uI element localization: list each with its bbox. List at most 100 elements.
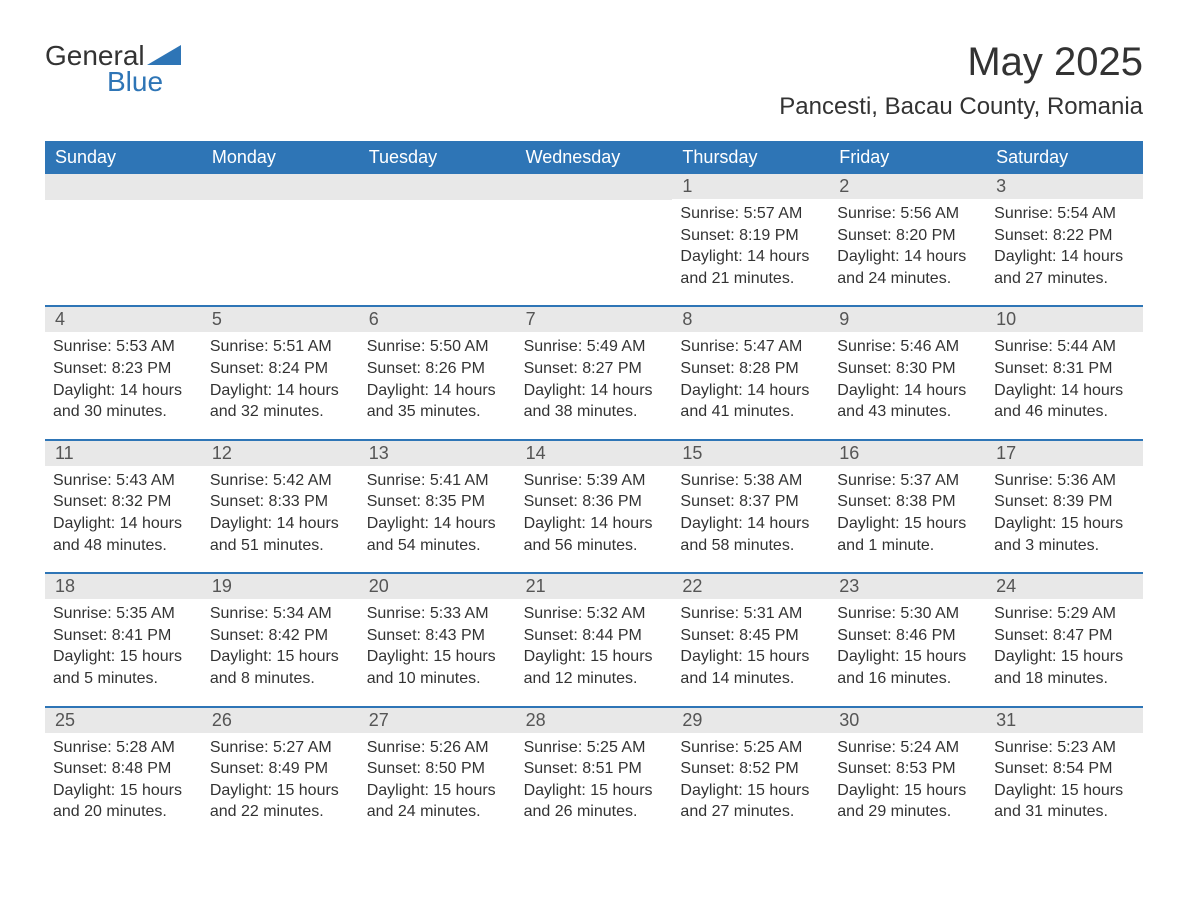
day-info-dl1: Daylight: 14 hours — [837, 380, 978, 402]
day-info-dl1: Daylight: 15 hours — [994, 513, 1135, 535]
day-cell: 2Sunrise: 5:56 AMSunset: 8:20 PMDaylight… — [829, 174, 986, 305]
day-info-dl1: Daylight: 15 hours — [53, 646, 194, 668]
day-info-sunrise: Sunrise: 5:53 AM — [53, 336, 194, 358]
day-info-sunrise: Sunrise: 5:39 AM — [524, 470, 665, 492]
day-cell: 6Sunrise: 5:50 AMSunset: 8:26 PMDaylight… — [359, 307, 516, 438]
title-block: May 2025 Pancesti, Bacau County, Romania — [779, 40, 1143, 121]
day-info-dl1: Daylight: 14 hours — [994, 246, 1135, 268]
day-info-sunset: Sunset: 8:37 PM — [680, 491, 821, 513]
weeks-container: 1Sunrise: 5:57 AMSunset: 8:19 PMDaylight… — [45, 174, 1143, 839]
day-number: 1 — [672, 174, 829, 199]
day-number: 3 — [986, 174, 1143, 199]
day-cell: 29Sunrise: 5:25 AMSunset: 8:52 PMDayligh… — [672, 708, 829, 839]
day-info-dl2: and 51 minutes. — [210, 535, 351, 557]
empty-day-bar — [45, 174, 202, 200]
day-number: 9 — [829, 307, 986, 332]
day-info-sunset: Sunset: 8:43 PM — [367, 625, 508, 647]
day-info-sunrise: Sunrise: 5:47 AM — [680, 336, 821, 358]
day-info-dl2: and 58 minutes. — [680, 535, 821, 557]
day-info-sunset: Sunset: 8:24 PM — [210, 358, 351, 380]
day-info-sunset: Sunset: 8:44 PM — [524, 625, 665, 647]
weekday-header-cell: Thursday — [672, 141, 829, 174]
day-cell: 28Sunrise: 5:25 AMSunset: 8:51 PMDayligh… — [516, 708, 673, 839]
day-info-dl1: Daylight: 15 hours — [994, 646, 1135, 668]
weekday-header-cell: Friday — [829, 141, 986, 174]
location-subtitle: Pancesti, Bacau County, Romania — [779, 93, 1143, 121]
day-info-dl2: and 31 minutes. — [994, 801, 1135, 823]
day-info-dl1: Daylight: 14 hours — [367, 380, 508, 402]
day-info-dl1: Daylight: 15 hours — [524, 646, 665, 668]
day-cell — [516, 174, 673, 305]
empty-day-bar — [202, 174, 359, 200]
day-info-sunrise: Sunrise: 5:29 AM — [994, 603, 1135, 625]
day-number: 4 — [45, 307, 202, 332]
day-cell: 14Sunrise: 5:39 AMSunset: 8:36 PMDayligh… — [516, 441, 673, 572]
day-info-dl2: and 3 minutes. — [994, 535, 1135, 557]
day-info-dl1: Daylight: 15 hours — [210, 780, 351, 802]
day-info-dl1: Daylight: 14 hours — [367, 513, 508, 535]
day-info-dl2: and 48 minutes. — [53, 535, 194, 557]
day-cell: 13Sunrise: 5:41 AMSunset: 8:35 PMDayligh… — [359, 441, 516, 572]
day-info-dl1: Daylight: 15 hours — [837, 513, 978, 535]
day-number: 27 — [359, 708, 516, 733]
day-info-sunrise: Sunrise: 5:37 AM — [837, 470, 978, 492]
day-info-sunset: Sunset: 8:22 PM — [994, 225, 1135, 247]
day-info-sunrise: Sunrise: 5:38 AM — [680, 470, 821, 492]
day-info-sunset: Sunset: 8:19 PM — [680, 225, 821, 247]
day-info-dl2: and 43 minutes. — [837, 401, 978, 423]
day-cell: 10Sunrise: 5:44 AMSunset: 8:31 PMDayligh… — [986, 307, 1143, 438]
day-info-dl1: Daylight: 15 hours — [837, 646, 978, 668]
day-number: 15 — [672, 441, 829, 466]
day-info-dl2: and 27 minutes. — [994, 268, 1135, 290]
day-info-dl2: and 30 minutes. — [53, 401, 194, 423]
day-info-sunset: Sunset: 8:54 PM — [994, 758, 1135, 780]
day-info-dl2: and 1 minute. — [837, 535, 978, 557]
day-number: 10 — [986, 307, 1143, 332]
day-cell: 27Sunrise: 5:26 AMSunset: 8:50 PMDayligh… — [359, 708, 516, 839]
day-info-sunrise: Sunrise: 5:26 AM — [367, 737, 508, 759]
day-cell: 20Sunrise: 5:33 AMSunset: 8:43 PMDayligh… — [359, 574, 516, 705]
day-cell: 1Sunrise: 5:57 AMSunset: 8:19 PMDaylight… — [672, 174, 829, 305]
day-cell: 30Sunrise: 5:24 AMSunset: 8:53 PMDayligh… — [829, 708, 986, 839]
day-info-sunset: Sunset: 8:53 PM — [837, 758, 978, 780]
day-info-sunrise: Sunrise: 5:31 AM — [680, 603, 821, 625]
day-number: 23 — [829, 574, 986, 599]
day-cell — [202, 174, 359, 305]
day-info-sunrise: Sunrise: 5:33 AM — [367, 603, 508, 625]
day-info-dl2: and 14 minutes. — [680, 668, 821, 690]
empty-day-bar — [516, 174, 673, 200]
day-info-sunrise: Sunrise: 5:51 AM — [210, 336, 351, 358]
day-number: 12 — [202, 441, 359, 466]
day-cell: 3Sunrise: 5:54 AMSunset: 8:22 PMDaylight… — [986, 174, 1143, 305]
day-info-sunrise: Sunrise: 5:50 AM — [367, 336, 508, 358]
day-info-sunset: Sunset: 8:23 PM — [53, 358, 194, 380]
day-info-dl2: and 38 minutes. — [524, 401, 665, 423]
day-info-sunset: Sunset: 8:32 PM — [53, 491, 194, 513]
day-info-sunrise: Sunrise: 5:49 AM — [524, 336, 665, 358]
day-info-sunset: Sunset: 8:31 PM — [994, 358, 1135, 380]
day-info-sunset: Sunset: 8:27 PM — [524, 358, 665, 380]
day-info-dl2: and 32 minutes. — [210, 401, 351, 423]
day-info-dl1: Daylight: 14 hours — [837, 246, 978, 268]
day-info-sunset: Sunset: 8:42 PM — [210, 625, 351, 647]
day-info-dl2: and 10 minutes. — [367, 668, 508, 690]
day-info-sunrise: Sunrise: 5:36 AM — [994, 470, 1135, 492]
day-info-sunrise: Sunrise: 5:56 AM — [837, 203, 978, 225]
day-cell: 4Sunrise: 5:53 AMSunset: 8:23 PMDaylight… — [45, 307, 202, 438]
day-info-dl2: and 21 minutes. — [680, 268, 821, 290]
day-cell: 11Sunrise: 5:43 AMSunset: 8:32 PMDayligh… — [45, 441, 202, 572]
day-info-sunrise: Sunrise: 5:43 AM — [53, 470, 194, 492]
day-info-sunset: Sunset: 8:48 PM — [53, 758, 194, 780]
day-info-sunset: Sunset: 8:47 PM — [994, 625, 1135, 647]
day-info-sunset: Sunset: 8:41 PM — [53, 625, 194, 647]
week-row: 25Sunrise: 5:28 AMSunset: 8:48 PMDayligh… — [45, 706, 1143, 839]
day-cell — [359, 174, 516, 305]
day-number: 6 — [359, 307, 516, 332]
day-info-dl1: Daylight: 14 hours — [680, 246, 821, 268]
day-info-dl2: and 22 minutes. — [210, 801, 351, 823]
logo: General Blue — [45, 40, 181, 98]
day-number: 8 — [672, 307, 829, 332]
day-info-sunset: Sunset: 8:28 PM — [680, 358, 821, 380]
day-cell: 31Sunrise: 5:23 AMSunset: 8:54 PMDayligh… — [986, 708, 1143, 839]
weekday-header-cell: Saturday — [986, 141, 1143, 174]
